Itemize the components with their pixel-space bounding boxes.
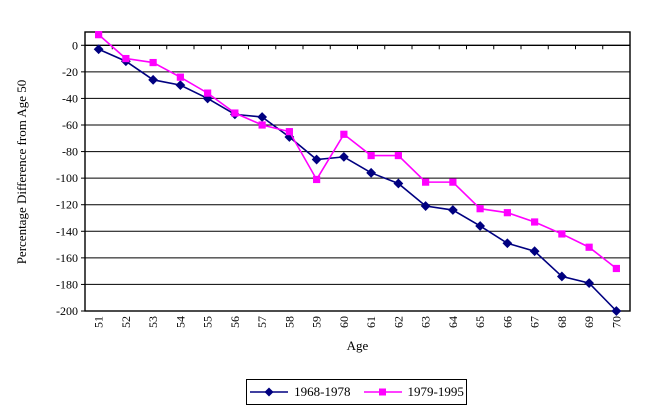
data-point-1979-1995 bbox=[422, 178, 430, 186]
x-tick-label: 64 bbox=[446, 316, 460, 328]
data-point-1968-1978 bbox=[366, 167, 377, 178]
data-point-1979-1995 bbox=[340, 130, 348, 138]
data-point-1979-1995 bbox=[531, 218, 539, 226]
x-tick-label: 62 bbox=[391, 316, 405, 328]
data-point-1968-1978 bbox=[338, 151, 349, 162]
data-point-1968-1978 bbox=[311, 154, 322, 165]
diamond-line-icon bbox=[250, 387, 289, 397]
y-tick-label: 0 bbox=[72, 38, 78, 52]
legend-entry-1979-1995: 1979-1995 bbox=[363, 384, 464, 400]
data-point-1968-1978 bbox=[475, 221, 486, 231]
y-tick-label: -40 bbox=[62, 91, 78, 105]
data-point-1979-1995 bbox=[503, 209, 511, 217]
data-point-1968-1978 bbox=[502, 238, 513, 249]
series-line-1979-1995 bbox=[98, 34, 617, 270]
x-axis-title: Age bbox=[346, 338, 369, 353]
data-point-1979-1995 bbox=[449, 178, 457, 186]
x-tick-label: 70 bbox=[609, 316, 623, 328]
x-tick-label: 52 bbox=[119, 316, 133, 328]
y-tick-label: -120 bbox=[56, 198, 78, 212]
data-point-1979-1995 bbox=[585, 243, 593, 251]
data-point-1979-1995 bbox=[258, 121, 266, 129]
data-point-1979-1995 bbox=[204, 89, 212, 97]
y-tick-label: -60 bbox=[62, 118, 78, 132]
y-tick-label: -100 bbox=[56, 171, 78, 185]
x-tick-label: 67 bbox=[528, 316, 542, 328]
x-tick-label: 59 bbox=[310, 316, 324, 328]
y-tick-label: -200 bbox=[56, 304, 78, 318]
x-tick-label: 69 bbox=[582, 316, 596, 328]
y-tick-label: -80 bbox=[62, 145, 78, 159]
x-tick-label: 58 bbox=[282, 316, 296, 328]
x-tick-label: 68 bbox=[555, 316, 569, 328]
y-axis-title: Percentage Difference from Age 50 bbox=[14, 79, 29, 265]
data-point-1968-1978 bbox=[93, 44, 104, 55]
data-point-1979-1995 bbox=[285, 128, 293, 136]
data-point-1979-1995 bbox=[122, 54, 130, 63]
data-point-1979-1995 bbox=[231, 109, 239, 117]
series-line-1968-1978 bbox=[98, 48, 617, 312]
x-tick-label: 55 bbox=[201, 316, 215, 328]
data-point-1979-1995 bbox=[612, 264, 620, 273]
data-point-1968-1978 bbox=[584, 278, 595, 289]
data-point-1979-1995 bbox=[95, 31, 103, 39]
data-point-1979-1995 bbox=[367, 151, 375, 160]
legend: 1968-1978 1979-1995 bbox=[246, 379, 467, 405]
data-point-1979-1995 bbox=[313, 175, 321, 184]
data-point-1968-1978 bbox=[611, 306, 622, 316]
plot-area bbox=[84, 31, 631, 312]
data-point-1979-1995 bbox=[176, 73, 184, 81]
legend-label-1968-1978: 1968-1978 bbox=[294, 384, 351, 399]
y-tick-label: -140 bbox=[56, 224, 78, 238]
x-tick-label: 54 bbox=[173, 316, 187, 328]
data-point-1979-1995 bbox=[476, 205, 484, 213]
data-point-1968-1978 bbox=[257, 112, 268, 122]
x-tick-label: 56 bbox=[228, 316, 242, 328]
x-tick-label: 57 bbox=[255, 316, 269, 328]
x-tick-label: 61 bbox=[364, 316, 378, 328]
x-tick-label: 60 bbox=[337, 316, 351, 328]
x-tick-label: 66 bbox=[500, 316, 514, 328]
x-tick-label: 53 bbox=[146, 316, 160, 328]
data-point-1968-1978 bbox=[420, 201, 431, 211]
data-point-1968-1978 bbox=[393, 178, 404, 189]
y-tick-label: -180 bbox=[56, 277, 78, 291]
data-point-1968-1978 bbox=[148, 74, 159, 85]
data-point-1968-1978 bbox=[175, 80, 186, 91]
legend-label-1979-1995: 1979-1995 bbox=[407, 384, 464, 399]
data-point-1968-1978 bbox=[556, 271, 567, 282]
data-point-1979-1995 bbox=[394, 151, 402, 160]
legend-entry-1968-1978: 1968-1978 bbox=[249, 384, 351, 400]
data-point-1979-1995 bbox=[149, 58, 157, 67]
x-tick-label: 63 bbox=[419, 316, 433, 328]
data-point-1979-1995 bbox=[558, 230, 566, 238]
data-point-1968-1978 bbox=[529, 246, 540, 257]
y-tick-label: -20 bbox=[62, 65, 78, 79]
data-point-1968-1978 bbox=[447, 205, 458, 215]
x-tick-label: 65 bbox=[473, 316, 487, 328]
y-tick-label: -160 bbox=[56, 251, 78, 265]
x-tick-label: 51 bbox=[92, 316, 106, 328]
square-line-icon bbox=[363, 388, 402, 396]
